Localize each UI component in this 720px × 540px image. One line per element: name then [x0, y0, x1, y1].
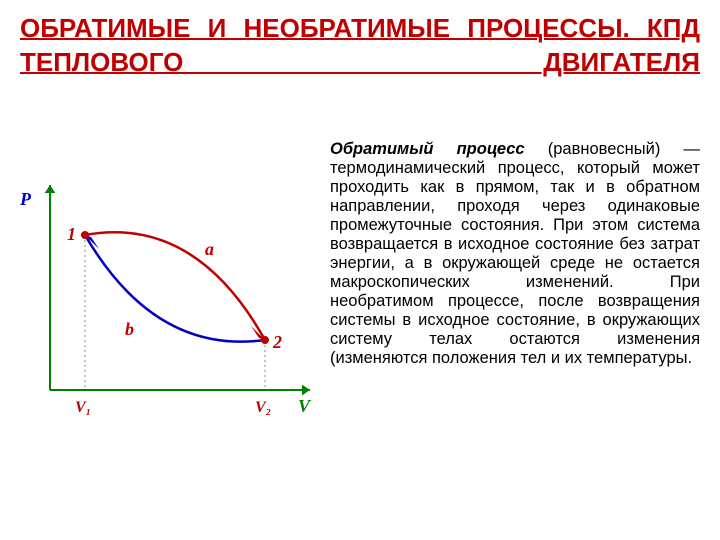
slide-title: ОБРАТИМЫЕ И НЕОБРАТИМЫЕ ПРОЦЕССЫ. КПД ТЕ…	[20, 12, 700, 80]
svg-text:1: 1	[67, 224, 76, 244]
pv-diagram: P V V₁ V₂ 1 2 a b	[10, 180, 315, 430]
svg-text:P: P	[19, 189, 32, 209]
svg-text:b: b	[125, 319, 134, 339]
svg-text:2: 2	[272, 332, 282, 352]
definition-text: (равновесный) — термодинамический процес…	[330, 140, 700, 367]
svg-text:V₂: V₂	[255, 399, 271, 416]
term-bold: Обратимый процесс	[330, 140, 525, 158]
definition-paragraph: Обратимый процесс (равновесный) — термод…	[330, 140, 700, 368]
svg-text:a: a	[205, 239, 214, 259]
svg-text:V₁: V₁	[75, 399, 91, 416]
svg-text:V: V	[298, 396, 312, 416]
